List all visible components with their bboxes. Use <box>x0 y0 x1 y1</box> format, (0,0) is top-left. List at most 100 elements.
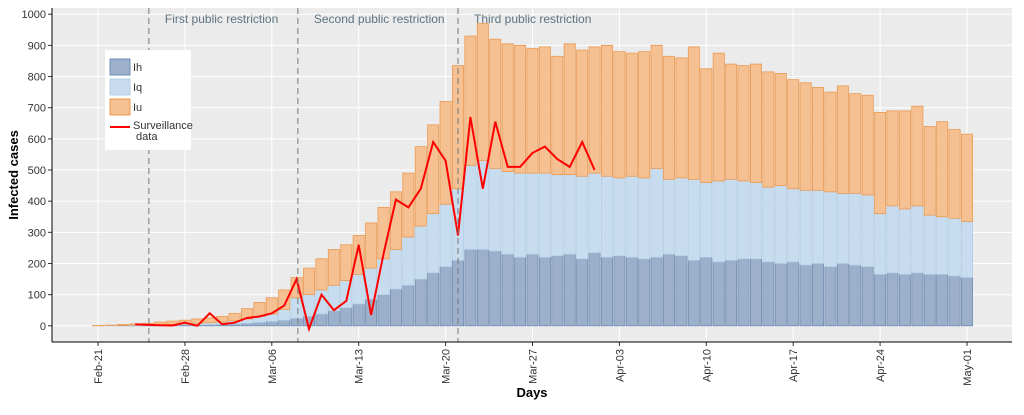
bar-segment <box>850 94 861 194</box>
bar-segment <box>726 179 737 260</box>
legend-label: Iq <box>133 82 142 94</box>
bar-segment <box>589 173 600 252</box>
bar-segment <box>937 122 948 217</box>
bar-segment <box>688 179 699 260</box>
bar-segment <box>477 24 488 161</box>
bar-segment <box>663 179 674 254</box>
bar-segment <box>639 259 650 326</box>
bar-segment <box>875 214 886 275</box>
y-tick-label: 500 <box>28 165 46 177</box>
bar-segment <box>589 253 600 326</box>
x-tick-label: Apr-24 <box>875 349 887 382</box>
bar-segment <box>825 192 836 267</box>
bar-segment <box>688 47 699 179</box>
bar-segment <box>527 49 538 174</box>
bar-segment <box>713 181 724 262</box>
bar-segment <box>763 72 774 187</box>
bar-segment <box>316 314 327 326</box>
bar-segment <box>564 175 575 254</box>
bar-segment <box>577 50 588 176</box>
bar-segment <box>415 226 426 279</box>
bar-segment <box>328 249 339 285</box>
x-tick-label: Apr-03 <box>614 349 626 382</box>
bar-segment <box>626 176 637 257</box>
bar-segment <box>924 126 935 215</box>
bar-segment <box>390 249 401 289</box>
legend-key <box>110 99 130 115</box>
bar-segment <box>837 263 848 325</box>
bar-segment <box>738 66 749 181</box>
bar-segment <box>788 262 799 326</box>
bar-segment <box>899 209 910 274</box>
bar-segment <box>961 278 972 326</box>
bar-segment <box>663 254 674 326</box>
bar-segment <box>937 217 948 275</box>
bar-segment <box>738 181 749 259</box>
bar-segment <box>651 45 662 168</box>
legend-label: Iu <box>133 102 142 114</box>
bar-segment <box>788 80 799 189</box>
y-tick-label: 100 <box>28 290 46 302</box>
x-tick-label: Apr-10 <box>701 349 713 382</box>
bar-segment <box>279 310 290 321</box>
bar-segment <box>614 178 625 256</box>
bar-segment <box>490 168 501 251</box>
bar-segment <box>875 274 886 325</box>
x-tick-label: Mar-20 <box>441 349 453 384</box>
bar-segment <box>378 295 389 326</box>
bar-segment <box>912 273 923 326</box>
x-tick-label: Feb-28 <box>180 349 192 384</box>
bar-segment <box>763 262 774 326</box>
bar-segment <box>825 92 836 192</box>
bar-segment <box>527 254 538 326</box>
bar-segment <box>862 267 873 326</box>
bar-segment <box>539 47 550 173</box>
bar-segment <box>639 178 650 259</box>
bar-segment <box>887 111 898 206</box>
bar-segment <box>465 249 476 325</box>
bar-segment <box>254 302 265 316</box>
bar-segment <box>564 44 575 175</box>
bar-segment <box>316 259 327 290</box>
bar-segment <box>639 52 650 178</box>
bar-segment <box>204 318 215 323</box>
bar-segment <box>490 39 501 168</box>
bar-segment <box>825 267 836 326</box>
bar-segment <box>738 259 749 326</box>
bar-segment <box>514 45 525 173</box>
bar-segment <box>403 285 414 326</box>
bar-segment <box>862 195 873 267</box>
y-tick-label: 700 <box>28 103 46 115</box>
bar-segment <box>949 276 960 326</box>
bar-segment <box>812 263 823 325</box>
bar-segment <box>899 111 910 209</box>
y-tick-label: 600 <box>28 134 46 146</box>
bar-segment <box>676 58 687 178</box>
bar-segment <box>924 274 935 325</box>
bar-segment <box>117 325 128 326</box>
bar-segment <box>341 308 352 326</box>
bar-segment <box>502 172 513 255</box>
bar-segment <box>701 69 712 183</box>
bar-segment <box>527 173 538 254</box>
bar-segment <box>601 176 612 257</box>
bar-segment <box>837 193 848 263</box>
legend-label: Ih <box>133 62 142 74</box>
x-tick-label: May-01 <box>962 349 974 386</box>
bar-segment <box>577 176 588 259</box>
legend-key <box>110 79 130 95</box>
bar-segment <box>477 161 488 250</box>
bar-segment <box>477 249 488 325</box>
bar-segment <box>601 257 612 326</box>
bar-segment <box>428 125 439 214</box>
bar-segment <box>279 320 290 326</box>
bar-segment <box>949 218 960 276</box>
bar-segment <box>701 182 712 257</box>
bar-segment <box>800 190 811 265</box>
bar-segment <box>862 95 873 195</box>
y-axis-title: Infected cases <box>6 130 21 220</box>
bar-segment <box>440 267 451 326</box>
bar-segment <box>850 193 861 265</box>
bar-segment <box>713 53 724 181</box>
bar-segment <box>924 215 935 274</box>
